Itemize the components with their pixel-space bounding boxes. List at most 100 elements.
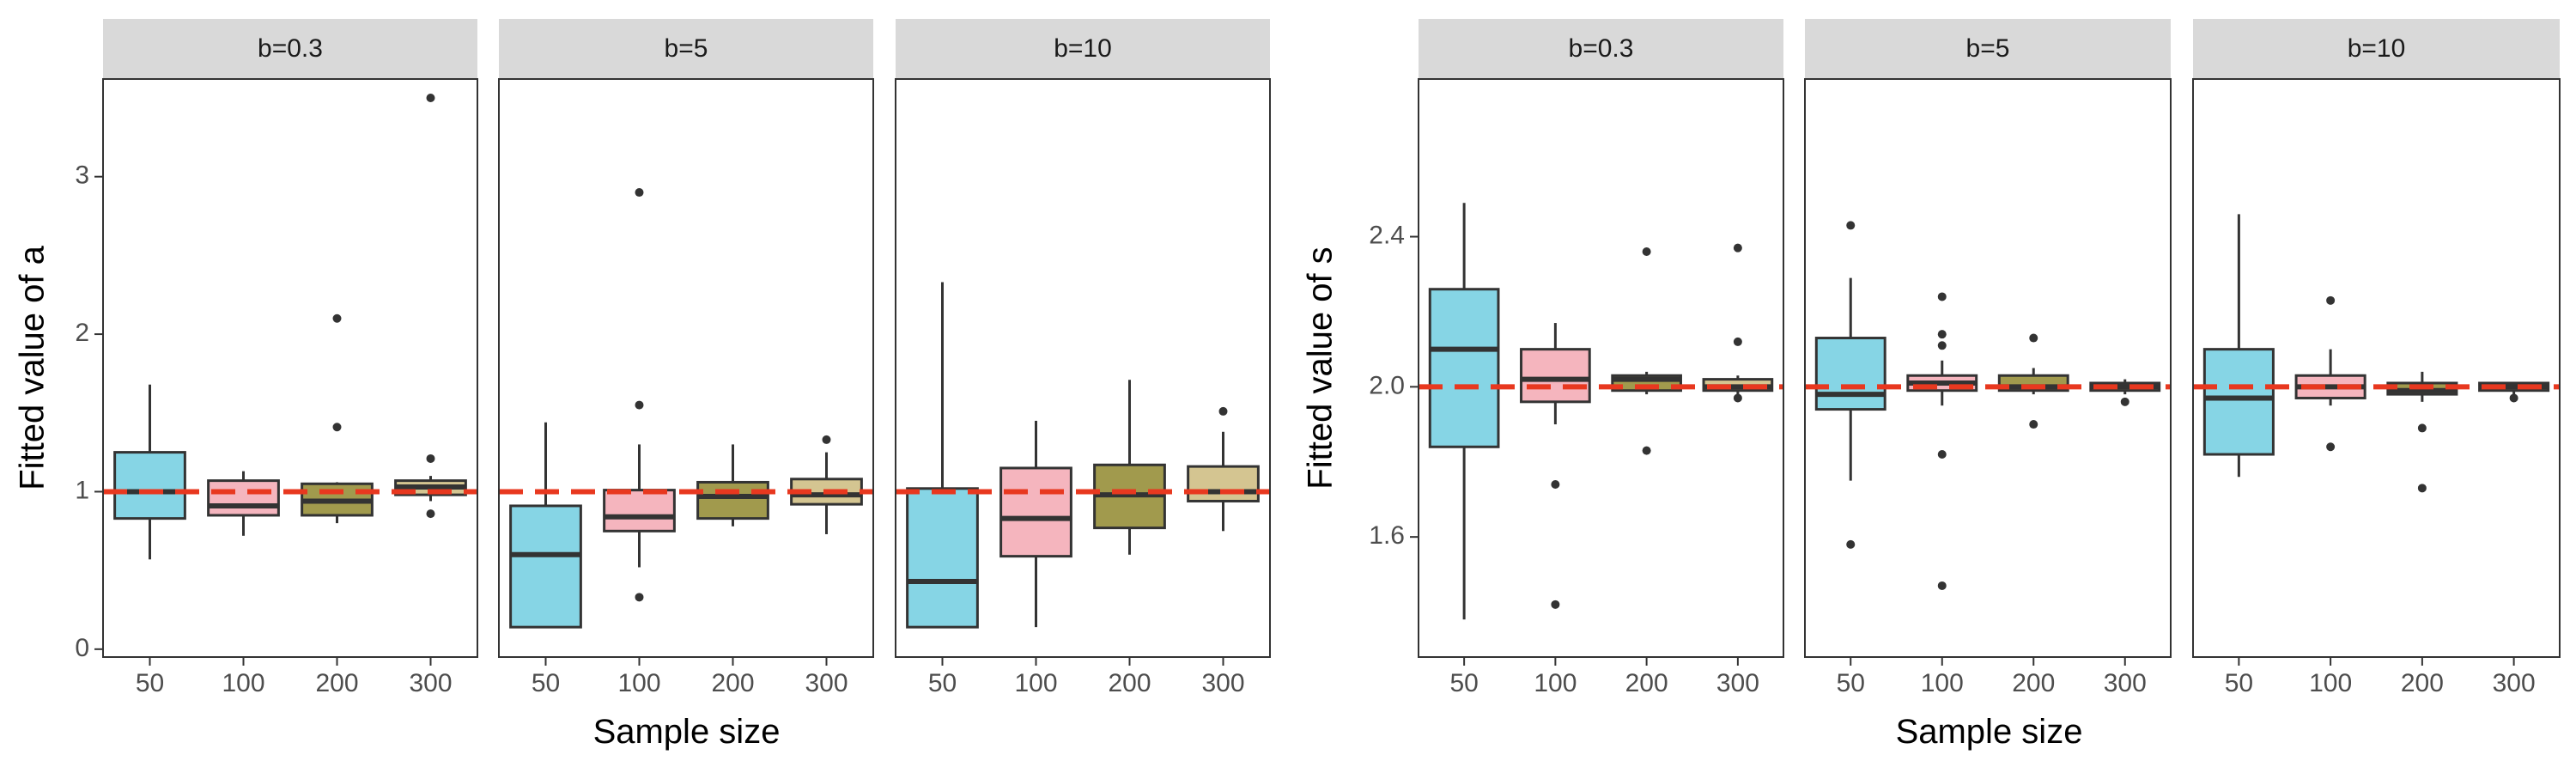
box-iqr bbox=[1187, 465, 1260, 502]
outlier-point bbox=[1642, 247, 1651, 257]
x-tick-label: 50 bbox=[1449, 669, 1478, 697]
facet-strip-label: b=10 bbox=[1054, 34, 1112, 63]
y-tick-label: 1.6 bbox=[1369, 521, 1405, 550]
x-tick-label: 100 bbox=[1014, 669, 1057, 697]
x-tick-label: 200 bbox=[1108, 669, 1151, 697]
box-100 bbox=[603, 188, 676, 602]
outlier-point bbox=[1846, 221, 1856, 230]
outlier-point bbox=[2417, 423, 2427, 433]
panel-border bbox=[1804, 78, 2172, 658]
facet-strip bbox=[896, 19, 1270, 79]
facet-strip bbox=[103, 19, 477, 79]
outlier-point bbox=[426, 453, 435, 463]
box-100 bbox=[1520, 323, 1591, 609]
outlier-point bbox=[2029, 333, 2038, 343]
box-100 bbox=[1906, 292, 1978, 590]
outlier-point bbox=[2029, 420, 2038, 429]
box-iqr bbox=[603, 489, 676, 533]
box-100 bbox=[999, 420, 1072, 628]
outlier-point bbox=[1937, 450, 1947, 460]
panel-border bbox=[1418, 78, 1784, 658]
x-tick-label: 300 bbox=[2493, 669, 2536, 697]
box-iqr bbox=[1428, 288, 1500, 448]
x-tick-label: 100 bbox=[222, 669, 264, 697]
outlier-point bbox=[1937, 292, 1947, 301]
outlier-point bbox=[1551, 600, 1560, 609]
box-200 bbox=[1611, 247, 1682, 455]
outlier-point bbox=[1937, 581, 1947, 590]
x-tick-label: 300 bbox=[1201, 669, 1244, 697]
x-tick-label: 300 bbox=[2104, 669, 2147, 697]
facet-strip bbox=[499, 19, 873, 79]
outlier-point bbox=[635, 593, 644, 602]
y-tick-label: 2.0 bbox=[1369, 371, 1405, 399]
panel-border bbox=[498, 78, 874, 658]
y-tick-label: 2.4 bbox=[1369, 221, 1405, 249]
x-tick-label: 50 bbox=[2225, 669, 2253, 697]
box-200 bbox=[2386, 371, 2458, 493]
y-axis-title: Fitted value of s bbox=[1302, 247, 1340, 489]
x-tick-label: 100 bbox=[617, 669, 660, 697]
outlier-point bbox=[426, 509, 435, 519]
outlier-point bbox=[1642, 446, 1651, 455]
chart-2: Fitted value of s 1.6 2.0 2.4 b=0.3 50 100 200 3… bbox=[1302, 19, 2561, 751]
facet-strip bbox=[2193, 19, 2560, 79]
outlier-point bbox=[635, 400, 644, 410]
box-300 bbox=[2089, 379, 2161, 406]
facet-strip-label: b=0.3 bbox=[1569, 34, 1634, 63]
facet-strip bbox=[1805, 19, 2171, 79]
outlier-point bbox=[1733, 337, 1742, 346]
panel-b=0.3: b=0.3 50 100 200 300 bbox=[1418, 19, 1784, 697]
facet-strip-label: b=0.3 bbox=[258, 34, 323, 63]
facet-strip-label: b=5 bbox=[1966, 34, 2010, 63]
outlier-point bbox=[1937, 341, 1947, 350]
y-tick-label: 1 bbox=[75, 476, 89, 504]
outlier-point bbox=[332, 313, 342, 323]
panel-b=5: b=5 50 100 200 300 bbox=[498, 19, 874, 697]
y-tick-label: 2 bbox=[75, 319, 89, 347]
panel-b=10: b=10 50 100 200 300 bbox=[895, 19, 1271, 697]
y-tick-label: 0 bbox=[75, 634, 89, 662]
panel-b=0.3: b=0.3 50 100 200 300 bbox=[102, 19, 478, 697]
x-tick-label: 50 bbox=[928, 669, 957, 697]
x-tick-label: 300 bbox=[1716, 669, 1759, 697]
x-tick-label: 300 bbox=[805, 669, 848, 697]
facet-strip-label: b=10 bbox=[2348, 34, 2406, 63]
box-50 bbox=[509, 422, 582, 629]
box-200 bbox=[301, 313, 374, 524]
x-tick-label: 100 bbox=[1921, 669, 1964, 697]
panel-b=5: b=5 50 100 200 300 bbox=[1804, 19, 2172, 697]
outlier-point bbox=[2417, 484, 2427, 493]
box-50 bbox=[2202, 214, 2275, 478]
box-iqr bbox=[113, 451, 186, 520]
outlier-point bbox=[822, 435, 831, 444]
outlier-point bbox=[332, 423, 342, 432]
x-axis-title: Sample size bbox=[593, 713, 781, 751]
x-tick-label: 200 bbox=[1625, 669, 1668, 697]
box-200 bbox=[1997, 333, 2069, 429]
box-50 bbox=[1428, 203, 1500, 620]
outlier-point bbox=[1218, 406, 1228, 416]
panel-border bbox=[102, 78, 478, 658]
box-200 bbox=[696, 444, 769, 526]
box-iqr bbox=[2202, 348, 2275, 456]
box-300 bbox=[394, 94, 467, 519]
box-200 bbox=[1093, 380, 1166, 555]
outlier-point bbox=[635, 188, 644, 198]
x-axis-title: Sample size bbox=[1896, 713, 2083, 751]
x-tick-label: 50 bbox=[136, 669, 164, 697]
box-iqr bbox=[906, 487, 979, 629]
box-50 bbox=[1814, 221, 1886, 549]
facet-strip bbox=[1419, 19, 1783, 79]
outlier-point bbox=[2326, 295, 2336, 305]
x-tick-label: 50 bbox=[1837, 669, 1865, 697]
outlier-point bbox=[1937, 330, 1947, 339]
facet-strip-label: b=5 bbox=[665, 34, 708, 63]
box-100 bbox=[207, 471, 280, 536]
box-iqr bbox=[207, 479, 280, 517]
box-iqr bbox=[696, 480, 769, 520]
outlier-point bbox=[1733, 393, 1742, 403]
x-tick-label: 50 bbox=[532, 669, 560, 697]
x-tick-label: 100 bbox=[2309, 669, 2352, 697]
